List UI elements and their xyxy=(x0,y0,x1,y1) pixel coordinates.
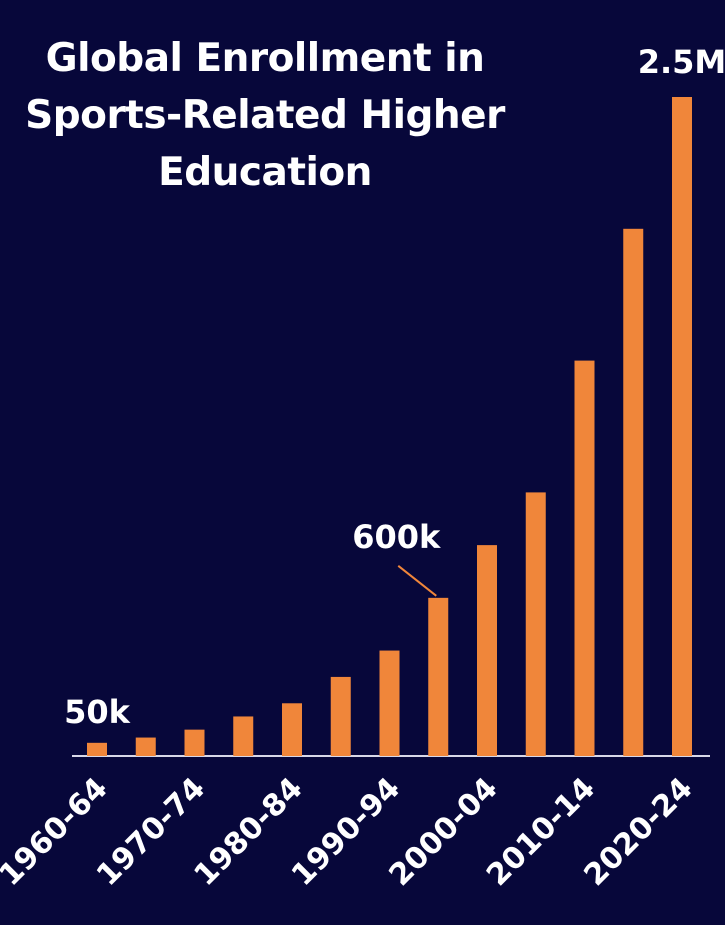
bar xyxy=(87,742,107,756)
chart-title: Global Enrollment in Sports-Related High… xyxy=(25,36,505,195)
value-label: 50k xyxy=(64,693,131,731)
bar xyxy=(184,729,205,756)
bar xyxy=(574,360,595,756)
bar xyxy=(477,545,497,756)
x-tick-label: 2020-24 xyxy=(578,771,700,893)
bar xyxy=(428,597,449,756)
bar xyxy=(525,492,546,756)
bar xyxy=(379,650,400,756)
bar xyxy=(233,716,254,756)
bar xyxy=(623,228,644,757)
bar xyxy=(330,676,351,756)
bar xyxy=(282,703,302,756)
value-label: 2.5M xyxy=(638,43,725,81)
value-label: 600k xyxy=(352,518,441,556)
bar xyxy=(672,97,692,756)
bar xyxy=(135,737,156,756)
leader-line xyxy=(397,565,437,597)
